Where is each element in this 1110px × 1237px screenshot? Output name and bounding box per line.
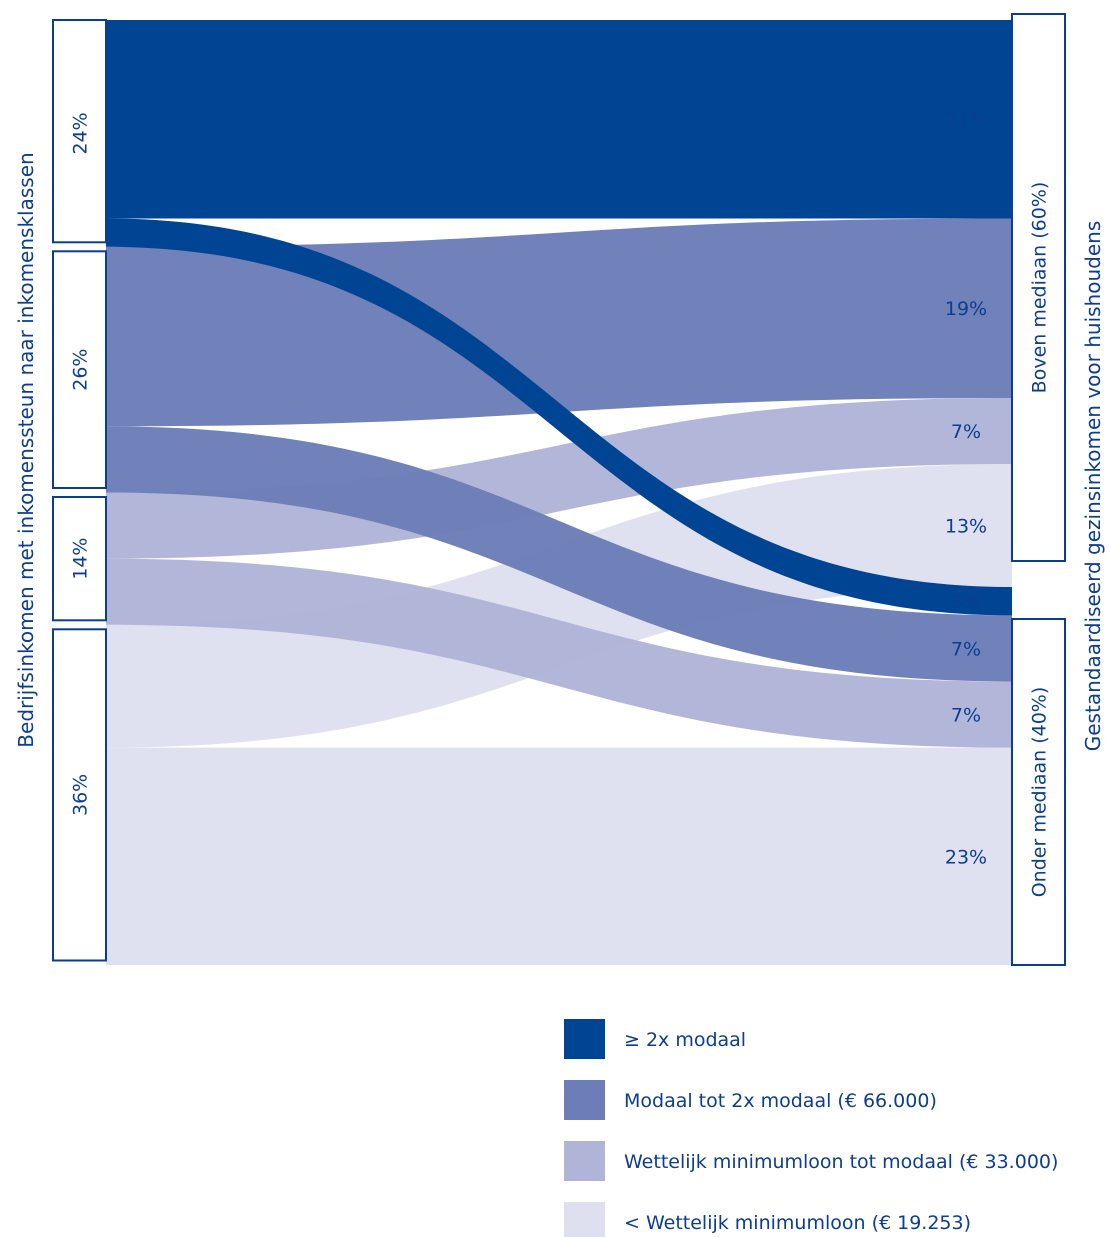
source-node-label: 14%	[70, 538, 92, 580]
left-axis-title: Bedrijfsinkomen met inkomenssteun naar i…	[14, 152, 38, 747]
flow-label: 21%	[945, 109, 987, 131]
flow-label: 3%	[951, 591, 981, 613]
legend: ≥ 2x modaal Modaal tot 2x modaal (€ 66.00…	[564, 1019, 1058, 1237]
legend-swatch	[564, 1141, 605, 1181]
flow-band	[106, 20, 1012, 218]
flow-label: 7%	[951, 421, 981, 443]
right-axis-title: Gestandaardiseerd gezinsinkomen voor hui…	[1081, 221, 1105, 752]
flow-label: 23%	[945, 846, 987, 868]
flows	[106, 20, 1012, 965]
flow-label: 13%	[945, 516, 987, 538]
legend-swatch	[564, 1080, 605, 1120]
source-node-label: 36%	[70, 774, 92, 816]
legend-label: ≥ 2x modaal	[624, 1029, 746, 1051]
legend-label: < Wettelijk minimumloon (€ 19.253)	[624, 1212, 971, 1234]
target-node-label: Boven mediaan (60%)	[1029, 182, 1051, 394]
legend-swatch	[564, 1019, 605, 1059]
source-node-label: 26%	[70, 349, 92, 391]
target-node-label: Onder mediaan (40%)	[1029, 687, 1051, 898]
legend-label: Wettelijk minimumloon tot modaal (€ 33.0…	[624, 1151, 1058, 1173]
source-node-label: 24%	[70, 112, 92, 154]
flow-band	[106, 748, 1012, 965]
legend-label: Modaal tot 2x modaal (€ 66.000)	[624, 1090, 937, 1112]
flow-label: 7%	[951, 638, 981, 660]
flow-label: 7%	[951, 705, 981, 727]
legend-swatch	[564, 1202, 605, 1237]
flow-label: 19%	[945, 298, 987, 320]
